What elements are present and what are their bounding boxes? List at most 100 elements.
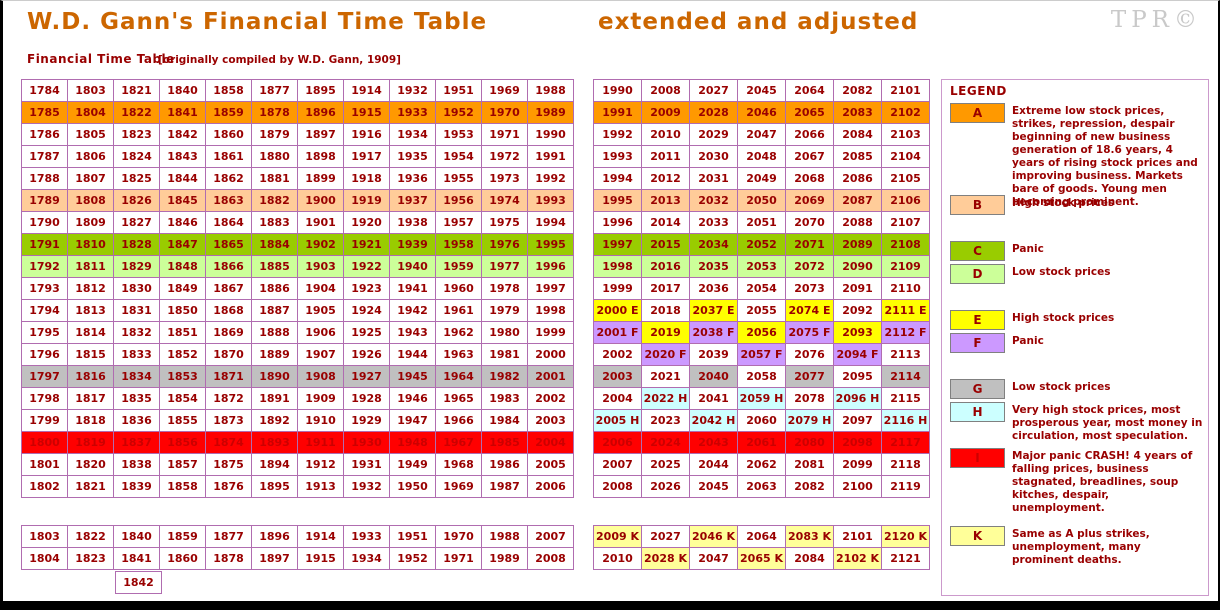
year-cell: 1999	[527, 321, 574, 344]
year-cell: 2013	[641, 189, 690, 212]
year-cell: 1792	[21, 255, 68, 278]
year-cell: 2117	[881, 431, 930, 454]
year-cell: 2066	[785, 123, 834, 146]
year-cell: 1976	[481, 233, 528, 256]
year-cell: 2093	[833, 321, 882, 344]
year-cell: 1971	[481, 123, 528, 146]
legend-item-B: B High stock prices	[950, 195, 1204, 215]
year-cell: 2094 F	[833, 343, 882, 366]
year-cell: 2008	[593, 475, 642, 498]
year-row: 2002 2020 F 2039 2057 F 2076 2094 F 2113	[593, 343, 930, 366]
year-cell: 2024	[641, 431, 690, 454]
year-cell: 1872	[205, 387, 252, 410]
year-cell: 2036	[689, 277, 738, 300]
legend-swatch-B: B	[950, 195, 1005, 215]
year-row: 2005 H 2023 2042 H 2060 2079 H 2097 2116 H	[593, 409, 930, 432]
year-cell: 1799	[21, 409, 68, 432]
year-cell: 2114	[881, 365, 930, 388]
year-cell: 1962	[435, 321, 482, 344]
year-cell: 1933	[343, 525, 390, 548]
year-cell: 2064	[737, 525, 786, 548]
year-cell: 2080	[785, 431, 834, 454]
year-cell: 1877	[251, 79, 298, 102]
year-cell: 2084	[785, 547, 834, 570]
year-cell: 1994	[593, 167, 642, 190]
year-cell: 1970	[481, 101, 528, 124]
year-cell: 2047	[737, 123, 786, 146]
year-cell: 2101	[833, 525, 882, 548]
legend-swatch-C: C	[950, 241, 1005, 261]
year-cell: 2084	[833, 123, 882, 146]
year-cell: 1939	[389, 233, 436, 256]
year-cell: 2120 K	[881, 525, 930, 548]
year-cell: 1969	[481, 79, 528, 102]
year-cell: 2116 H	[881, 409, 930, 432]
year-cell: 2046 K	[689, 525, 738, 548]
year-cell: 2015	[641, 233, 690, 256]
original-years-bottom-table: 1803 1822 1840 1859 1877 1896 1914 1933 1951 1970…	[21, 525, 574, 570]
year-cell: 1843	[159, 145, 206, 168]
year-cell: 1940	[389, 255, 436, 278]
year-cell: 1825	[113, 167, 160, 190]
year-cell: 1916	[343, 123, 390, 146]
year-cell: 1917	[343, 145, 390, 168]
year-cell: 1796	[21, 343, 68, 366]
year-cell: 1882	[251, 189, 298, 212]
legend-text-K: Same as A plus strikes, unemployment, ma…	[1012, 528, 1150, 566]
year-cell: 2006	[593, 431, 642, 454]
year-cell: 1831	[113, 299, 160, 322]
year-row: 1803 1822 1840 1859 1877 1896 1914 1933 1951 1970…	[21, 525, 574, 548]
year-cell: 1819	[67, 431, 114, 454]
year-cell: 2032	[689, 189, 738, 212]
year-row: 1792 1811 1829 1848 1866 1885 1903 1922 1940 1959…	[21, 255, 574, 278]
legend-swatch-D: D	[950, 264, 1005, 284]
year-cell: 1968	[435, 453, 482, 476]
year-cell: 1896	[251, 525, 298, 548]
year-cell: 2088	[833, 211, 882, 234]
year-cell: 1951	[435, 79, 482, 102]
year-cell: 1816	[67, 365, 114, 388]
year-cell: 2069	[785, 189, 834, 212]
year-cell: 2110	[881, 277, 930, 300]
year-cell: 1791	[21, 233, 68, 256]
year-cell: 1927	[343, 365, 390, 388]
year-cell: 1998	[593, 255, 642, 278]
year-cell: 1912	[297, 453, 344, 476]
year-row: 2010 2028 K 2047 2065 K 2084 2102 K 2121	[593, 547, 930, 570]
year-cell: 2014	[641, 211, 690, 234]
year-cell: 2082	[833, 79, 882, 102]
year-cell: 1933	[389, 101, 436, 124]
year-row: 1797 1816 1834 1853 1871 1890 1908 1927 1945 1964…	[21, 365, 574, 388]
year-cell: 1982	[481, 365, 528, 388]
year-cell: 1826	[113, 189, 160, 212]
year-cell: 1859	[159, 525, 206, 548]
overflow-year-table: 1842	[115, 571, 162, 594]
legend-swatch-H: H	[950, 402, 1005, 422]
year-cell: 1805	[67, 123, 114, 146]
legend-item-K: K Same as A plus strikes, unemployment, m…	[950, 526, 1204, 567]
year-cell: 1970	[435, 525, 482, 548]
year-cell: 2091	[833, 277, 882, 300]
year-cell: 1936	[389, 167, 436, 190]
year-cell: 1829	[113, 255, 160, 278]
year-row: 1793 1812 1830 1849 1867 1886 1904 1923 1941 1960…	[21, 277, 574, 300]
legend-text-H: Very high stock prices, most prosperous …	[1012, 404, 1203, 442]
year-cell: 1921	[343, 233, 390, 256]
year-cell: 1894	[251, 453, 298, 476]
year-cell: 1932	[343, 475, 390, 498]
year-cell: 1836	[113, 409, 160, 432]
year-cell: 1978	[481, 277, 528, 300]
year-cell: 1785	[21, 101, 68, 124]
year-cell: 1963	[435, 343, 482, 366]
year-cell: 1998	[527, 299, 574, 322]
year-cell: 1870	[205, 343, 252, 366]
year-cell: 1812	[67, 277, 114, 300]
year-cell: 1991	[527, 145, 574, 168]
year-cell: 2009	[641, 101, 690, 124]
year-cell: 2105	[881, 167, 930, 190]
year-row: 1784 1803 1821 1840 1858 1877 1895 1914 1932 1951…	[21, 79, 574, 102]
year-row: 1842	[115, 571, 162, 594]
year-cell: 2101	[881, 79, 930, 102]
year-row: 1798 1817 1835 1854 1872 1891 1909 1928 1946 1965…	[21, 387, 574, 410]
